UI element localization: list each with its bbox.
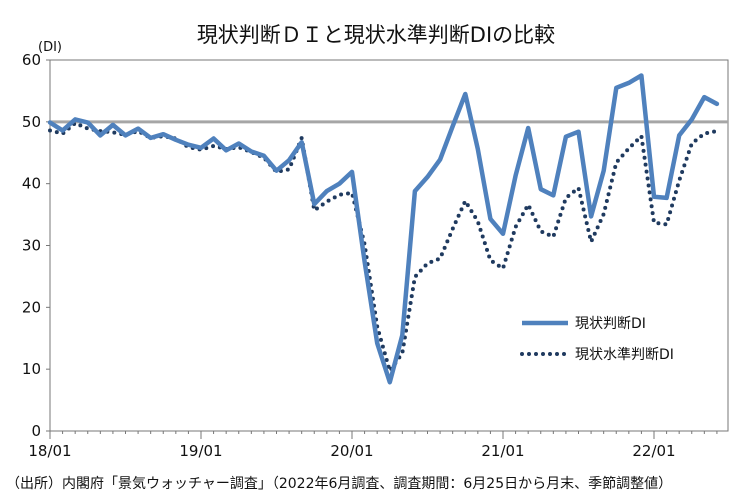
y-tick-label: 60	[22, 51, 41, 69]
y-tick-label: 20	[22, 298, 41, 316]
axes: 0 10 20 30 40 50 60 18/01 19/01 20/01 21/01 22/01	[22, 51, 729, 460]
y-tick-label: 50	[22, 113, 41, 131]
source-note: （出所）内閣府「景気ウォッチャー調査」（2022年6月調査、調査期間：6月25日…	[6, 475, 672, 492]
y-tick-label: 10	[22, 360, 41, 378]
legend-label: 現状判断DI	[575, 316, 646, 332]
legend-label: 現状水準判断DI	[575, 347, 674, 363]
x-tick-label: 18/01	[28, 442, 71, 460]
legend: 現状判断DI 現状水準判断DI	[520, 316, 674, 363]
x-tick-label: 19/01	[179, 442, 222, 460]
chart-title: 現状判断ＤＩと現状水準判断DIの比較	[197, 23, 555, 47]
y-axis-unit: (DI)	[38, 40, 62, 55]
y-tick-label: 30	[22, 237, 41, 255]
x-tick-label: 20/01	[330, 442, 373, 460]
series-group	[47, 73, 720, 385]
y-tick-label: 0	[31, 422, 41, 440]
y-tick-label: 40	[22, 175, 41, 193]
series-line-genjo-handan-di	[47, 73, 720, 385]
series-line-genjo-suijun-di	[48, 121, 719, 373]
x-tick-label: 21/01	[481, 442, 524, 460]
x-tick-label: 22/01	[632, 442, 675, 460]
